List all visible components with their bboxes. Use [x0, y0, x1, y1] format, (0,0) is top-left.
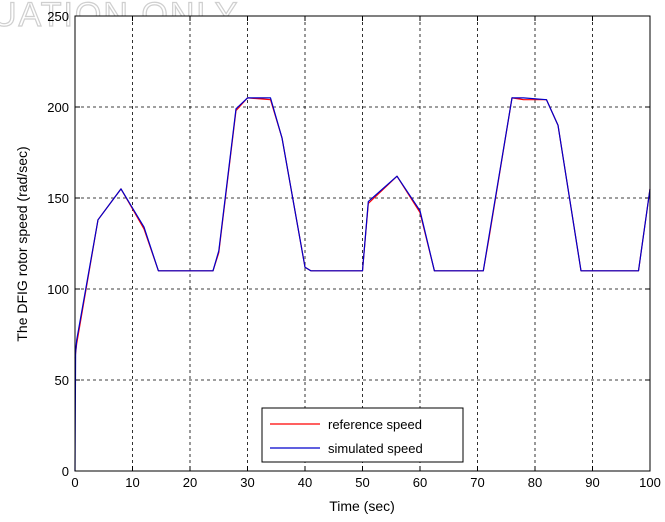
legend-box — [261, 407, 464, 463]
x-tick-label: 0 — [71, 475, 78, 490]
x-tick-label: 80 — [528, 475, 542, 490]
y-tick-label: 50 — [55, 373, 69, 388]
x-axis-label: Time (sec) — [329, 498, 395, 514]
x-tick-label: 50 — [355, 475, 369, 490]
x-tick-label: 70 — [470, 475, 484, 490]
series-line-simulated-speed — [74, 97, 651, 472]
x-tick-label: 90 — [585, 475, 599, 490]
y-axis-label: The DFIG rotor speed (rad/sec) — [14, 146, 30, 341]
x-tick-label: 100 — [639, 475, 661, 490]
plot-lines — [74, 97, 651, 472]
plot-border — [74, 15, 651, 472]
y-tick-label: 150 — [47, 191, 69, 206]
y-tick-label: 0 — [62, 464, 69, 479]
x-tick-label: 10 — [125, 475, 139, 490]
legend-label-simulated: simulated speed — [328, 441, 423, 456]
x-axis: 0 10 20 30 40 50 60 70 80 90 100 — [71, 16, 661, 490]
y-tick-label: 200 — [47, 100, 69, 115]
y-tick-label: 100 — [47, 282, 69, 297]
legend-label-reference: reference speed — [328, 417, 422, 432]
grid-lines — [75, 16, 650, 471]
x-tick-label: 40 — [298, 475, 312, 490]
x-tick-label: 30 — [240, 475, 254, 490]
x-tick-label: 20 — [183, 475, 197, 490]
x-tick-label: 60 — [413, 475, 427, 490]
legend: reference speed simulated speed — [261, 407, 464, 463]
y-tick-label: 250 — [47, 9, 69, 24]
